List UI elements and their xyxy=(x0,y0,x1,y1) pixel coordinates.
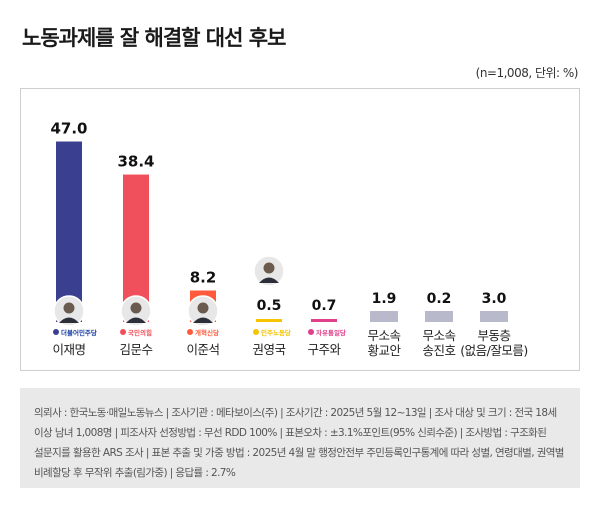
party-logo-text-0: 더불어민주당 xyxy=(61,328,97,337)
photo-body-3 xyxy=(259,277,279,283)
survey-footnote: 의뢰사 : 한국노동·매일노동뉴스 | 조사기관 : 메타보이스(주) | 조사… xyxy=(20,388,580,488)
party-logo-text-4: 자유통일당 xyxy=(316,328,346,337)
value-label-0: 47.0 xyxy=(50,120,87,138)
party-logo-dot-1 xyxy=(120,329,126,335)
party-logo-text-2: 개혁신당 xyxy=(195,328,219,337)
category-label-6-line-0: 무소속 xyxy=(422,328,455,343)
value-label-1: 38.4 xyxy=(117,153,154,171)
party-logo-2: 개혁신당 xyxy=(187,328,219,337)
category-label-1: 김문수 xyxy=(119,342,152,357)
category-label-7-line-0: 부동층 xyxy=(477,328,510,343)
value-label-3: 0.5 xyxy=(257,298,282,314)
photo-head-1 xyxy=(130,302,142,314)
chart-title: 노동과제를 잘 해결할 대선 후보 xyxy=(22,26,286,50)
category-label-4: 구주와 xyxy=(307,342,341,357)
party-logo-text-1: 국민의힘 xyxy=(128,328,152,337)
party-logo-0: 더불어민주당 xyxy=(53,328,97,337)
party-logo-text-3: 민주노동당 xyxy=(261,328,291,337)
category-label-5-line-0: 무소속 xyxy=(367,328,400,343)
party-logo-dot-0 xyxy=(53,329,59,335)
party-logo-4: 자유통일당 xyxy=(308,328,346,337)
party-logo-3: 민주노동당 xyxy=(253,328,291,337)
party-logo-dot-2 xyxy=(187,329,193,335)
value-label-7: 3.0 xyxy=(482,291,507,307)
value-label-6: 0.2 xyxy=(427,291,452,307)
photo-head-2 xyxy=(197,302,209,314)
value-label-2: 8.2 xyxy=(190,269,217,287)
bar-5 xyxy=(370,311,398,322)
candidate-photo-0 xyxy=(53,295,85,327)
party-logo-1: 국민의힘 xyxy=(120,328,152,337)
category-label-0: 이재명 xyxy=(52,342,85,357)
candidate-photo-3 xyxy=(253,255,285,287)
category-label-3: 권영국 xyxy=(252,342,285,357)
photo-body-0 xyxy=(59,317,79,323)
unit-note: (n=1,008, 단위: %) xyxy=(475,66,579,80)
value-label-5: 1.9 xyxy=(372,291,397,307)
candidate-photo-2 xyxy=(187,295,219,327)
party-logo-dot-4 xyxy=(308,329,314,335)
category-label-2: 이준석 xyxy=(186,342,219,357)
bar-3 xyxy=(256,319,282,322)
photo-head-0 xyxy=(63,302,75,314)
candidate-photo-1 xyxy=(120,295,152,327)
value-label-4: 0.7 xyxy=(312,298,337,314)
photo-head-3 xyxy=(263,262,275,274)
photo-body-1 xyxy=(126,317,146,323)
category-label-6-line-1: 송진호 xyxy=(422,343,455,358)
bar-7 xyxy=(480,311,508,322)
photo-body-2 xyxy=(193,317,213,323)
bar-4 xyxy=(311,319,337,322)
category-label-5-line-1: 황교안 xyxy=(367,343,401,358)
category-label-7-line-1: (없음/잘모름) xyxy=(460,343,527,358)
party-logo-dot-3 xyxy=(253,329,259,335)
bar-0 xyxy=(56,141,82,322)
bar-6 xyxy=(425,311,453,322)
